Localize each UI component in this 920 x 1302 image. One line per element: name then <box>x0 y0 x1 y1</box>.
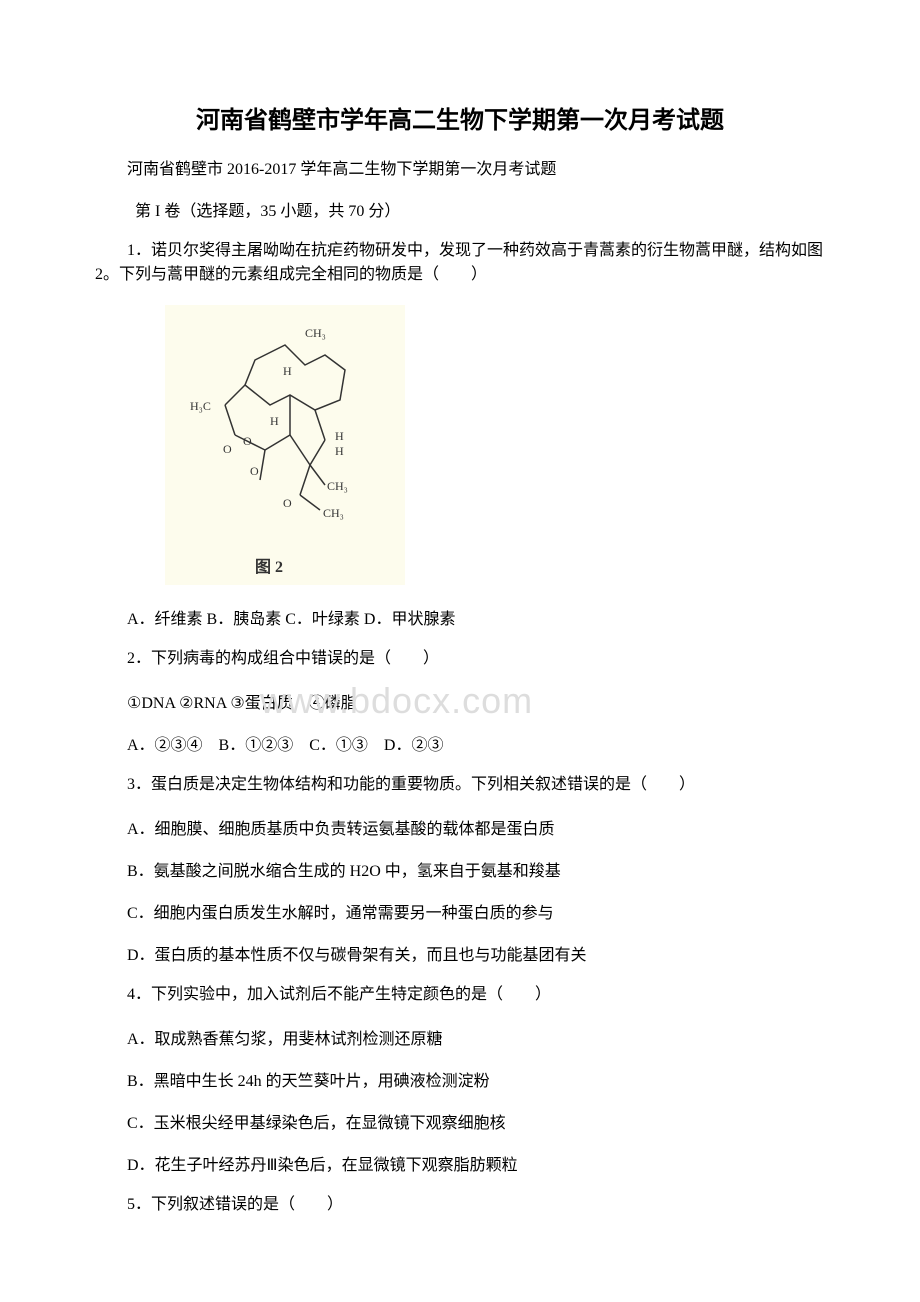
svg-text:O: O <box>283 496 292 510</box>
question-3-option-b: B．氨基酸之间脱水缩合生成的 H2O 中，氢来自于氨基和羧基 <box>95 857 825 881</box>
section-info: 第 I 卷（选择题，35 小题，共 70 分） <box>95 197 825 221</box>
svg-text:CH₃: CH₃ <box>305 326 326 340</box>
figure-container: CH₃ H H₃C O O H O H H CH₃ O CH₃ 图 2 <box>165 305 825 585</box>
question-2-options: A．②③④ B．①②③ C．①③ D．②③ <box>95 731 825 755</box>
question-3-option-d: D．蛋白质的基本性质不仅与碳骨架有关，而且也与功能基团有关 <box>95 941 825 965</box>
svg-text:O: O <box>243 434 252 448</box>
question-4: 4．下列实验中，加入试剂后不能产生特定颜色的是（ ） <box>95 983 825 1007</box>
svg-text:CH₃: CH₃ <box>323 506 344 520</box>
question-4-option-d: D．花生子叶经苏丹Ⅲ染色后，在显微镜下观察脂肪颗粒 <box>95 1151 825 1175</box>
watermark: www.bdocx.com <box>260 680 533 722</box>
svg-text:H: H <box>270 414 279 428</box>
question-1: 1．诺贝尔奖得主屠呦呦在抗疟药物研发中，发现了一种药效高于青蒿素的衍生物蒿甲醚，… <box>95 239 825 287</box>
question-3-option-a: A．细胞膜、细胞质基质中负责转运氨基酸的载体都是蛋白质 <box>95 815 825 839</box>
svg-text:H: H <box>283 364 292 378</box>
svg-text:H₃C: H₃C <box>190 399 211 413</box>
question-4-option-a: A．取成熟香蕉匀浆，用斐林试剂检测还原糖 <box>95 1025 825 1049</box>
question-4-option-c: C．玉米根尖经甲基绿染色后，在显微镜下观察细胞核 <box>95 1109 825 1133</box>
question-3: 3．蛋白质是决定生物体结构和功能的重要物质。下列相关叙述错误的是（ ） <box>95 773 825 797</box>
page-title: 河南省鹤壁市学年高二生物下学期第一次月考试题 <box>95 100 825 135</box>
svg-text:H: H <box>335 444 344 458</box>
question-5: 5．下列叙述错误的是（ ） <box>95 1193 825 1217</box>
question-2: 2．下列病毒的构成组合中错误的是（ ） <box>95 647 825 671</box>
svg-text:CH₃: CH₃ <box>327 479 348 493</box>
svg-text:H: H <box>335 429 344 443</box>
question-1-options: A．纤维素 B．胰岛素 C．叶绿素 D．甲状腺素 <box>95 605 825 629</box>
figure-label: 图 2 <box>255 553 283 577</box>
svg-text:O: O <box>223 442 232 456</box>
svg-text:O: O <box>250 464 259 478</box>
figure-background: CH₃ H H₃C O O H O H H CH₃ O CH₃ 图 2 <box>165 305 405 585</box>
subtitle: 河南省鹤壁市 2016-2017 学年高二生物下学期第一次月考试题 <box>95 155 825 179</box>
question-3-option-c: C．细胞内蛋白质发生水解时，通常需要另一种蛋白质的参与 <box>95 899 825 923</box>
molecule-diagram: CH₃ H H₃C O O H O H H CH₃ O CH₃ <box>175 315 395 565</box>
question-4-option-b: B．黑暗中生长 24h 的天竺葵叶片，用碘液检测淀粉 <box>95 1067 825 1091</box>
